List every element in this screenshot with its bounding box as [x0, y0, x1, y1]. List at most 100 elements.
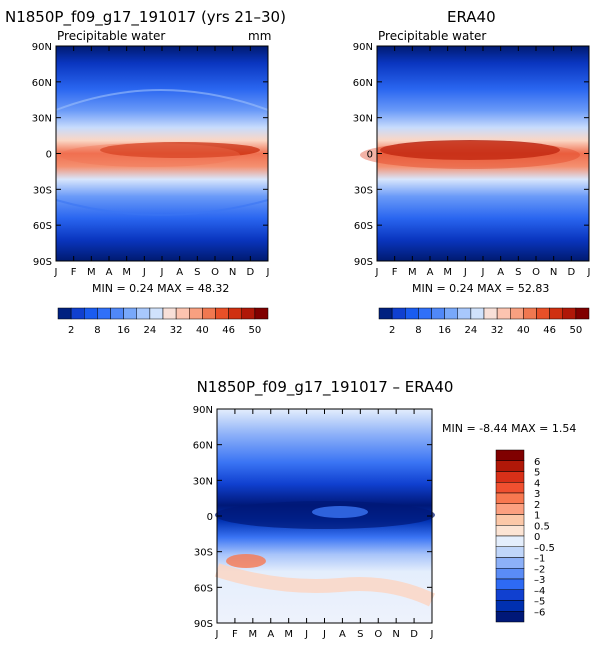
colorbar-swatch	[431, 307, 445, 320]
colorbar-swatch	[123, 307, 137, 320]
x-tick-label: F	[71, 267, 77, 278]
y-tick-label: 60N	[32, 78, 52, 89]
colorbar-label: 40	[517, 325, 530, 336]
x-tick-label: O	[211, 267, 219, 278]
colorbar-label: 32	[491, 325, 504, 336]
x-tick-label: M	[443, 267, 452, 278]
x-tick-label: F	[232, 629, 238, 640]
panel-2-subtitle: Precipitable water	[378, 29, 486, 43]
y-tick-label: 30S	[33, 185, 52, 196]
panel-1-y-axis: 90N 60N 30N 0 30S 60S 90S	[32, 42, 268, 268]
panel-2-plot-area	[360, 45, 590, 262]
panel-1-units: mm	[248, 29, 271, 43]
colorbar-label: 4	[534, 478, 540, 489]
x-tick-label: A	[176, 267, 183, 278]
colorbar-swatch	[495, 514, 525, 526]
colorbar-label: 46	[543, 325, 556, 336]
colorbar-swatch	[110, 307, 124, 320]
x-tick-label: D	[246, 267, 254, 278]
colorbar-swatch	[495, 503, 525, 515]
panel-2-title: ERA40	[447, 8, 496, 26]
colorbar-swatch	[162, 307, 177, 320]
colorbar-label: –6	[534, 607, 545, 618]
x-tick-label: J	[463, 267, 467, 278]
y-tick-label: 30N	[193, 476, 213, 487]
colorbar-label: 16	[117, 325, 130, 336]
colorbar-label: 46	[222, 325, 235, 336]
y-tick-label: 90N	[353, 42, 373, 53]
x-tick-label: O	[374, 629, 382, 640]
panel-2-colorbar: 2 8 16 24 32 40 46 50	[378, 307, 590, 336]
x-tick-label: J	[142, 267, 146, 278]
colorbar-swatch	[405, 307, 419, 320]
colorbar-label: 2	[389, 325, 395, 336]
colorbar-swatch	[495, 449, 525, 461]
colorbar-swatch	[470, 307, 485, 320]
x-tick-label: A	[427, 267, 434, 278]
panel-3-warm-spot	[226, 554, 266, 568]
colorbar-label: 3	[534, 489, 540, 500]
colorbar-swatch	[495, 482, 525, 494]
colorbar-swatch	[496, 307, 511, 320]
colorbar-label: –2	[534, 564, 545, 575]
y-tick-label: 30S	[354, 185, 373, 196]
y-tick-label: 60S	[354, 221, 373, 232]
x-tick-label: J	[587, 267, 591, 278]
colorbar-label: 0.5	[534, 521, 550, 532]
panel-1-minmax: MIN = 0.24 MAX = 48.32	[92, 282, 229, 295]
colorbar-swatch	[495, 525, 525, 537]
colorbar-swatch	[495, 578, 525, 590]
colorbar-swatch	[57, 307, 72, 320]
colorbar-swatch	[391, 307, 406, 320]
x-tick-label: J	[322, 629, 326, 640]
panel-3-title: N1850P_f09_g17_191017 – ERA40	[197, 378, 454, 397]
panel-1-plot-area	[55, 45, 269, 262]
panel-1-colorbar: 2 8 16 24 32 40 46 50	[57, 307, 269, 336]
colorbar-swatch	[495, 589, 525, 601]
colorbar-swatch	[483, 307, 498, 320]
colorbar-label: –1	[534, 554, 545, 565]
colorbar-swatch	[495, 568, 525, 580]
x-tick-label: J	[215, 629, 219, 640]
x-tick-label: J	[481, 267, 485, 278]
y-tick-label: 60S	[194, 583, 213, 594]
x-tick-label: J	[266, 267, 270, 278]
colorbar-swatch	[495, 471, 525, 483]
x-tick-label: M	[122, 267, 131, 278]
colorbar-label: 2	[68, 325, 74, 336]
colorbar-label: 8	[415, 325, 421, 336]
colorbar-label: 0	[534, 532, 540, 543]
x-tick-label: M	[284, 629, 293, 640]
x-tick-label: N	[229, 267, 236, 278]
colorbar-swatch	[536, 307, 550, 320]
colorbar-label: 6	[534, 457, 540, 468]
colorbar-swatch	[562, 307, 577, 320]
panel-2: ERA40 Precipitable water 90N 60N 30N 0 30S 60…	[353, 8, 591, 336]
colorbar-swatch	[70, 307, 85, 320]
colorbar-label: –3	[534, 575, 545, 586]
y-tick-label: 60N	[193, 441, 213, 452]
x-tick-label: A	[339, 629, 346, 640]
panel-3-y-axis: 90N 60N 30N 0 30S 60S 90S	[193, 405, 432, 630]
colorbar-swatch	[189, 307, 203, 320]
x-tick-label: D	[410, 629, 418, 640]
colorbar-label: –4	[534, 586, 545, 597]
colorbar-label: 2	[534, 500, 540, 511]
panel-2-minmax: MIN = 0.24 MAX = 52.83	[412, 282, 549, 295]
colorbar-swatch	[241, 307, 256, 320]
panel-1: N1850P_f09_g17_191017 (yrs 21–30) Precip…	[5, 8, 286, 336]
x-tick-label: A	[497, 267, 504, 278]
x-tick-label: M	[249, 629, 258, 640]
x-tick-label: M	[87, 267, 96, 278]
colorbar-swatch	[418, 307, 432, 320]
panel-1-warm-core	[100, 142, 260, 158]
colorbar-swatch	[202, 307, 216, 320]
x-tick-label: J	[54, 267, 58, 278]
colorbar-swatch	[215, 307, 229, 320]
panel-3-minmax: MIN = -8.44 MAX = 1.54	[442, 422, 576, 435]
colorbar-label: 50	[249, 325, 262, 336]
